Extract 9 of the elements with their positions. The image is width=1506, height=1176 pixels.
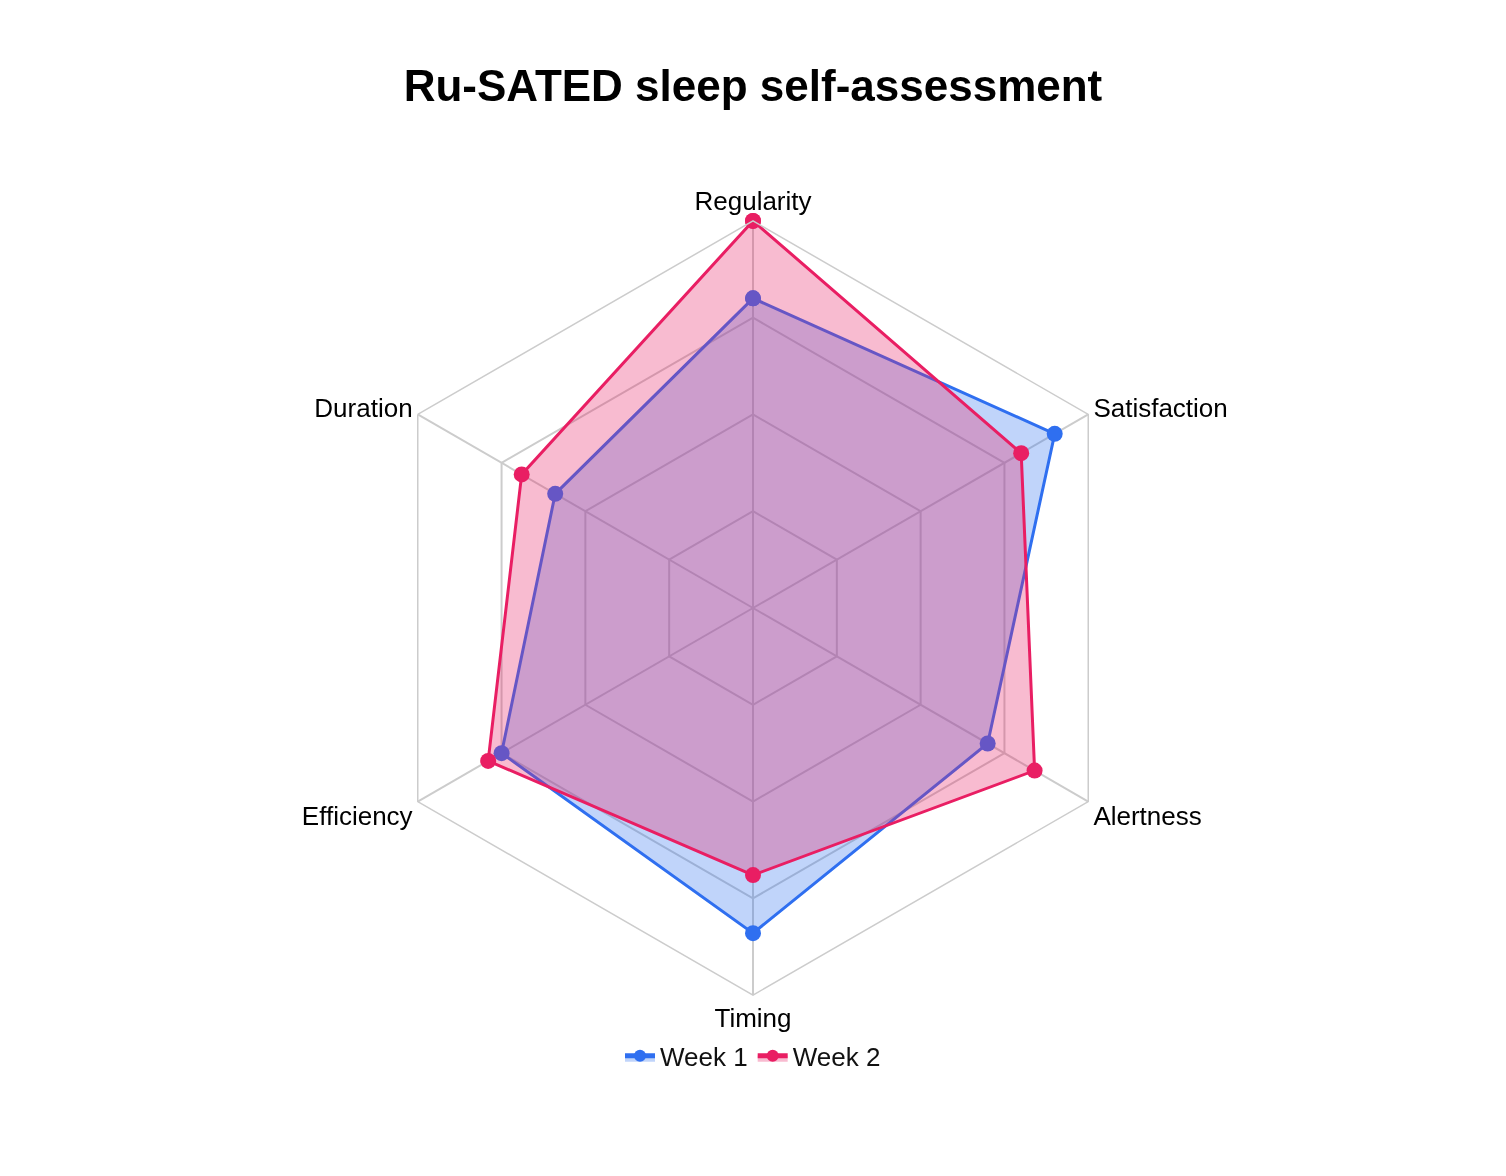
- legend-label: Week 2: [792, 1041, 881, 1072]
- legend-label: Week 1: [660, 1041, 748, 1072]
- spoke-label: Duration: [314, 392, 413, 423]
- spoke-label: Satisfaction: [1093, 392, 1228, 423]
- spoke-label: Efficiency: [301, 801, 413, 832]
- spoke-label: Alertness: [1093, 801, 1202, 832]
- spoke-label: Timing: [714, 1003, 792, 1034]
- chart-title: Ru-SATED sleep self-assessment: [403, 61, 1103, 111]
- spoke-label: Regularity: [694, 185, 812, 216]
